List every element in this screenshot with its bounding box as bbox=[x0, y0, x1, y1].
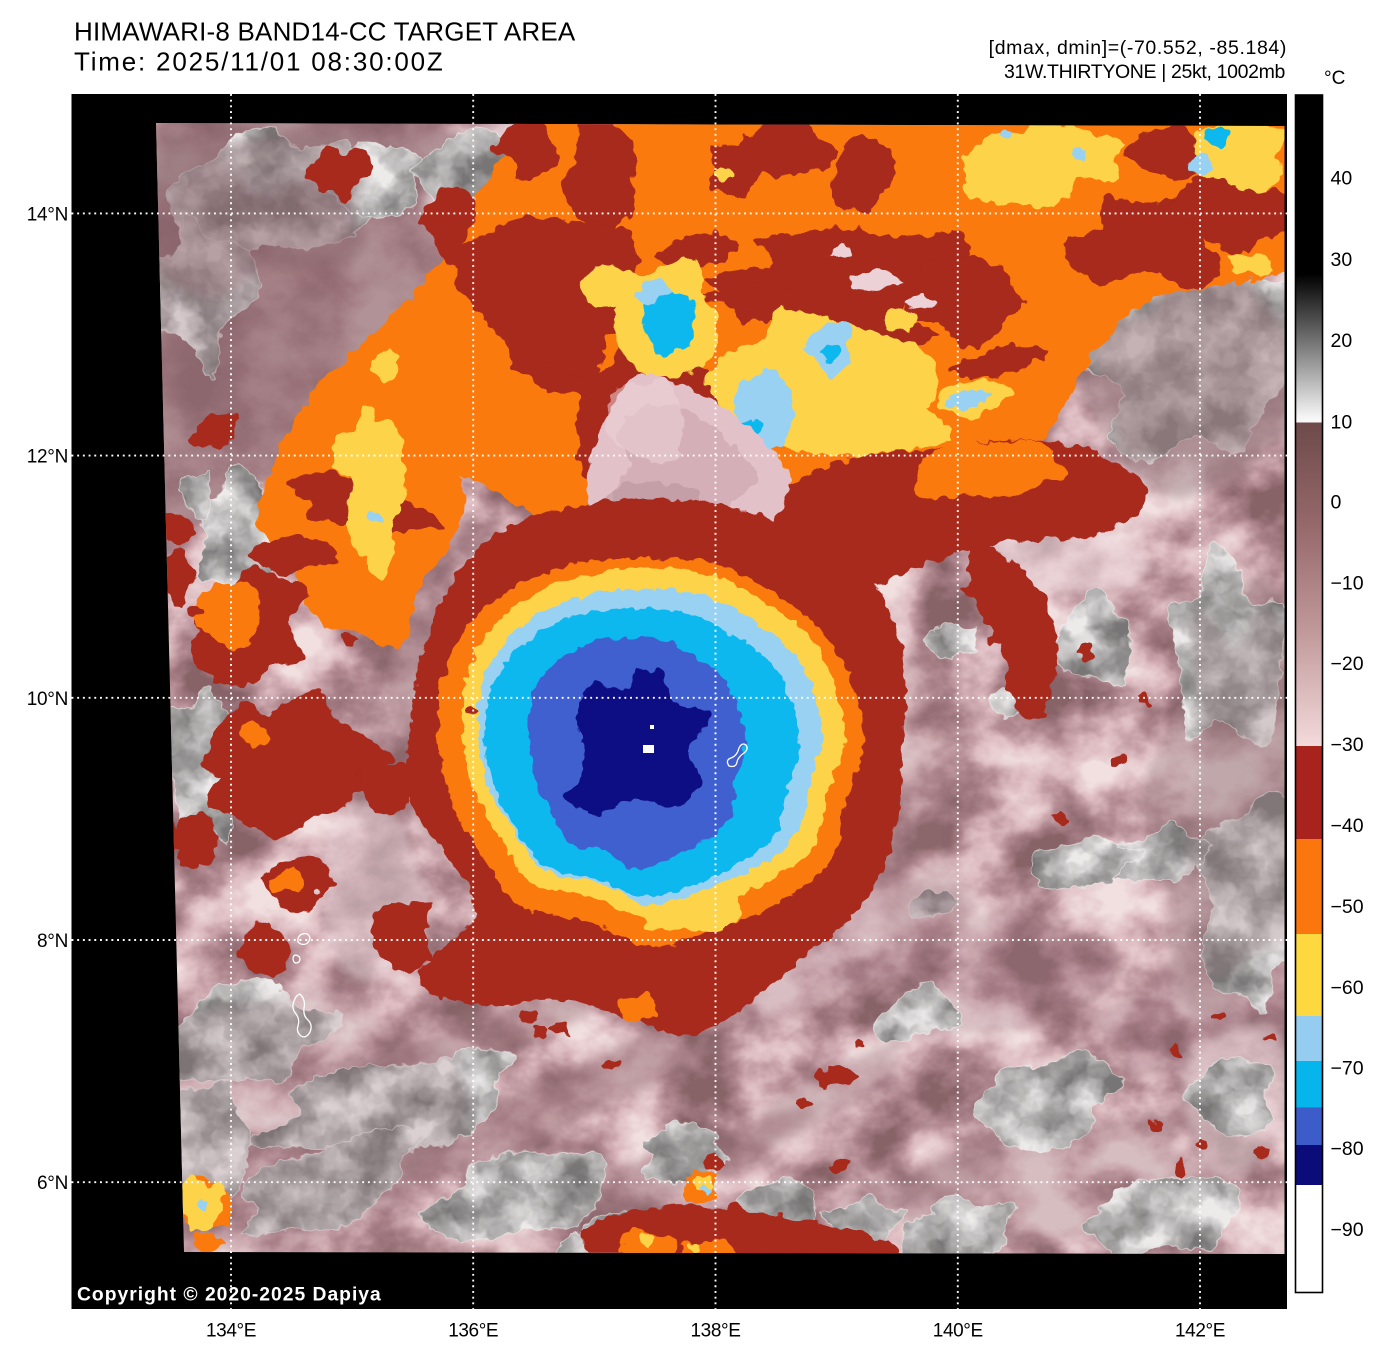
svg-text:Copyright © 2020-2025 Dapiya: Copyright © 2020-2025 Dapiya bbox=[77, 1285, 382, 1306]
svg-text:40: 40 bbox=[1331, 168, 1353, 190]
svg-text:HIMAWARI-8 BAND14-CC TARGET AR: HIMAWARI-8 BAND14-CC TARGET AREA bbox=[74, 17, 576, 47]
svg-text:20: 20 bbox=[1331, 330, 1353, 352]
svg-text:−30: −30 bbox=[1331, 734, 1364, 756]
svg-text:30: 30 bbox=[1331, 249, 1353, 271]
svg-text:−20: −20 bbox=[1331, 653, 1364, 675]
svg-text:140°E: 140°E bbox=[933, 1321, 983, 1342]
svg-text:−50: −50 bbox=[1331, 896, 1364, 918]
svg-text:−10: −10 bbox=[1331, 572, 1364, 594]
svg-text:−40: −40 bbox=[1331, 815, 1364, 837]
svg-text:0: 0 bbox=[1331, 492, 1342, 514]
svg-text:−80: −80 bbox=[1331, 1138, 1364, 1160]
svg-text:Time: 2025/11/01 08:30:00Z: Time: 2025/11/01 08:30:00Z bbox=[74, 47, 445, 77]
svg-text:12°N: 12°N bbox=[27, 447, 68, 468]
svg-text:10°N: 10°N bbox=[27, 689, 68, 710]
svg-text:°C: °C bbox=[1324, 68, 1345, 89]
svg-text:−90: −90 bbox=[1331, 1219, 1364, 1241]
svg-text:[dmax, dmin]=(-70.552, -85.184: [dmax, dmin]=(-70.552, -85.184) bbox=[989, 37, 1287, 59]
svg-text:−60: −60 bbox=[1331, 977, 1364, 999]
svg-text:31W.THIRTYONE | 25kt, 1002mb: 31W.THIRTYONE | 25kt, 1002mb bbox=[1004, 61, 1286, 83]
svg-text:10: 10 bbox=[1331, 412, 1353, 434]
svg-text:14°N: 14°N bbox=[27, 204, 68, 225]
svg-text:134°E: 134°E bbox=[206, 1321, 256, 1342]
svg-text:138°E: 138°E bbox=[691, 1321, 741, 1342]
svg-text:142°E: 142°E bbox=[1175, 1321, 1225, 1342]
svg-text:6°N: 6°N bbox=[37, 1173, 68, 1194]
svg-text:136°E: 136°E bbox=[448, 1321, 498, 1342]
svg-text:−70: −70 bbox=[1331, 1058, 1364, 1080]
svg-text:8°N: 8°N bbox=[37, 931, 68, 952]
